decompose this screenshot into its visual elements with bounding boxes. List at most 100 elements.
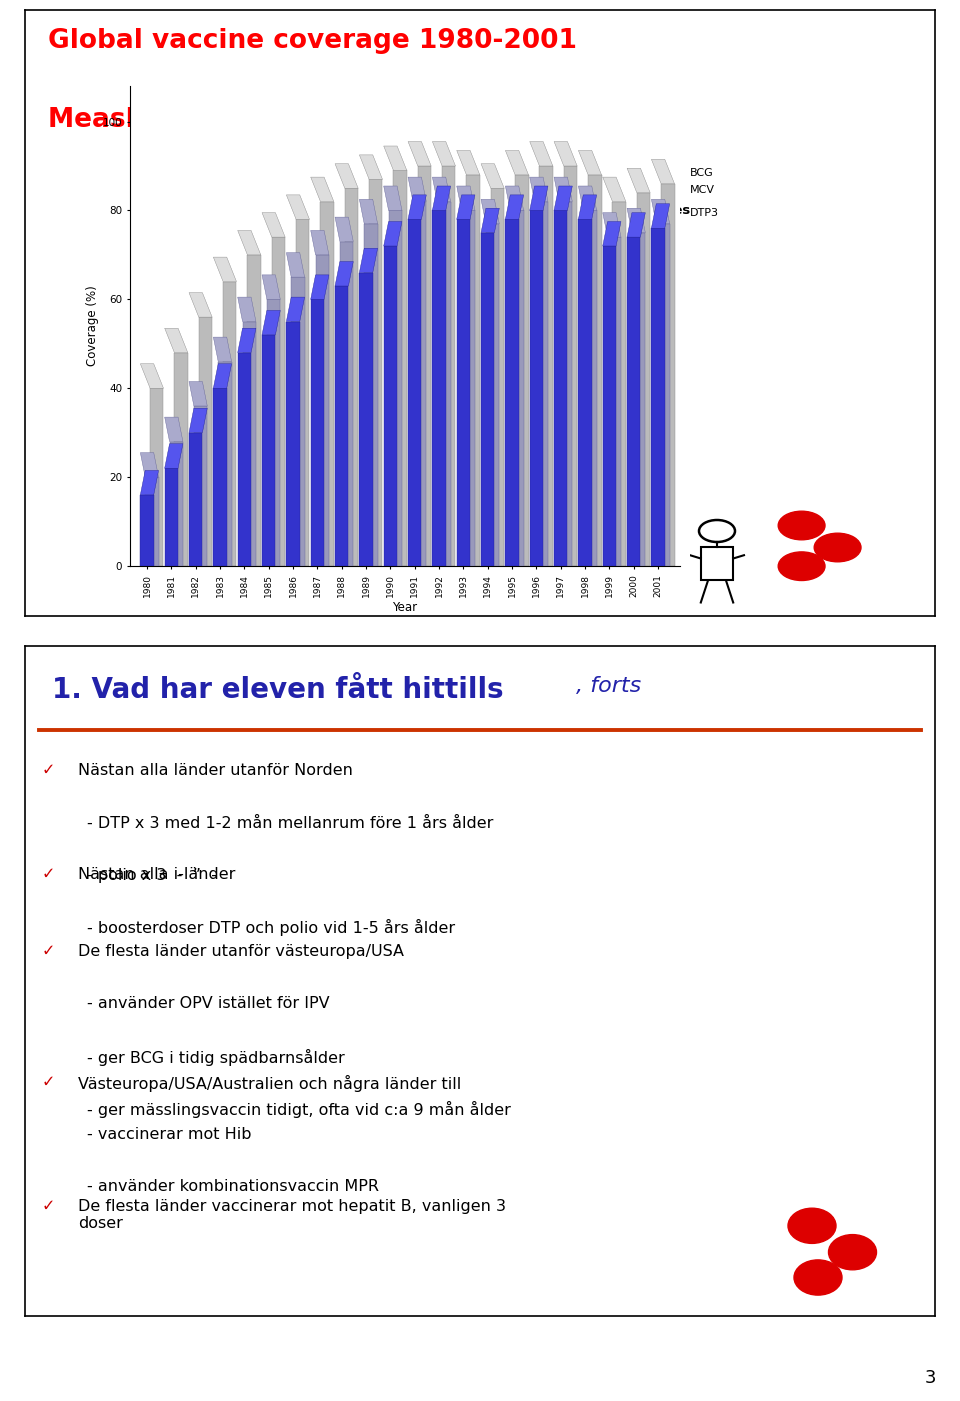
Polygon shape (359, 248, 377, 273)
Bar (291, 277, 304, 566)
Bar (286, 322, 300, 566)
Text: 1. Vad har eleven fått hittills: 1. Vad har eleven fått hittills (52, 677, 504, 705)
Bar (608, 237, 621, 566)
Bar (262, 335, 276, 566)
Bar (359, 273, 372, 566)
Bar (418, 165, 431, 566)
Polygon shape (140, 471, 158, 495)
Polygon shape (505, 150, 529, 175)
Text: - boosterdoser DTP och polio vid 1-5 års ålder: - boosterdoser DTP och polio vid 1-5 års… (86, 919, 455, 936)
Bar (321, 202, 334, 566)
Polygon shape (140, 453, 158, 478)
Text: Measles, DTP and BCG: Measles, DTP and BCG (48, 106, 382, 133)
Polygon shape (238, 328, 256, 353)
Text: - använder kombinationsvaccin MPR: - använder kombinationsvaccin MPR (86, 1180, 379, 1194)
Polygon shape (432, 186, 450, 210)
Bar (701, 548, 733, 580)
Polygon shape (603, 177, 626, 202)
X-axis label: Year: Year (393, 601, 418, 614)
Bar (345, 188, 358, 566)
Bar (272, 237, 285, 566)
Text: Nästan alla länder utanför Norden: Nästan alla länder utanför Norden (78, 764, 352, 778)
Bar (194, 406, 207, 566)
Bar (238, 353, 252, 566)
Bar (632, 233, 645, 566)
Text: Global immunization coverage of selected vaccines: Global immunization coverage of selected… (306, 205, 690, 217)
Polygon shape (457, 186, 475, 210)
Polygon shape (384, 221, 402, 247)
Polygon shape (652, 203, 670, 228)
Polygon shape (213, 364, 231, 388)
Bar (505, 220, 518, 566)
Bar (175, 353, 188, 566)
Bar (564, 165, 577, 566)
Polygon shape (627, 209, 645, 233)
Text: - vaccinerar mot Hib: - vaccinerar mot Hib (86, 1126, 252, 1142)
Text: ✓: ✓ (41, 867, 55, 883)
Polygon shape (652, 160, 675, 184)
Text: MCV: MCV (689, 185, 715, 196)
Text: - ger BCG i tidig spädbarnsålder: - ger BCG i tidig spädbarnsålder (86, 1049, 345, 1066)
Text: - använder OPV istället för IPV: - använder OPV istället för IPV (86, 996, 329, 1012)
Bar (481, 233, 494, 566)
Text: BCG: BCG (689, 168, 713, 178)
Circle shape (794, 1259, 842, 1295)
Polygon shape (432, 177, 450, 202)
Text: Global vaccine coverage 1980-2001: Global vaccine coverage 1980-2001 (48, 28, 577, 55)
Circle shape (814, 534, 861, 562)
Polygon shape (652, 199, 670, 224)
Polygon shape (311, 275, 329, 300)
Text: ✓: ✓ (41, 1075, 55, 1090)
Polygon shape (238, 297, 256, 322)
Polygon shape (457, 150, 480, 175)
Text: ✓: ✓ (41, 1199, 55, 1213)
Bar (369, 179, 382, 566)
Bar (394, 171, 407, 566)
Polygon shape (627, 168, 650, 193)
Text: - ger mässlingsvaccin tidigt, ofta vid c:a 9 mån ålder: - ger mässlingsvaccin tidigt, ofta vid c… (86, 1101, 511, 1118)
Polygon shape (408, 177, 426, 202)
Polygon shape (603, 213, 621, 237)
Polygon shape (311, 230, 329, 255)
Bar (335, 286, 348, 566)
Polygon shape (505, 186, 523, 210)
Bar (588, 175, 602, 566)
Text: - DTP x 3 med 1-2 mån mellanrum före 1 års ålder: - DTP x 3 med 1-2 mån mellanrum före 1 å… (86, 815, 493, 831)
Polygon shape (189, 381, 207, 406)
Polygon shape (165, 328, 188, 353)
Bar (603, 247, 616, 566)
Polygon shape (530, 142, 553, 165)
Polygon shape (554, 177, 572, 202)
Bar (530, 210, 543, 566)
Bar (636, 193, 650, 566)
Polygon shape (262, 311, 280, 335)
Polygon shape (408, 195, 426, 220)
Bar (364, 224, 377, 566)
Bar (311, 300, 324, 566)
Polygon shape (578, 186, 597, 210)
Bar (384, 247, 397, 566)
Polygon shape (432, 142, 455, 165)
Bar (316, 255, 329, 566)
Bar (578, 220, 591, 566)
Polygon shape (165, 444, 183, 468)
Polygon shape (238, 230, 261, 255)
Bar (612, 202, 626, 566)
Bar (535, 202, 548, 566)
Bar (559, 202, 572, 566)
Polygon shape (335, 164, 358, 188)
Bar (657, 224, 670, 566)
Polygon shape (311, 177, 334, 202)
Bar (627, 237, 640, 566)
Bar (437, 202, 450, 566)
Bar (413, 202, 426, 566)
Circle shape (828, 1234, 876, 1269)
Text: De flesta länder utanför västeuropa/USA: De flesta länder utanför västeuropa/USA (78, 944, 404, 960)
Polygon shape (262, 213, 285, 237)
Text: ✓: ✓ (41, 944, 55, 960)
Bar (170, 441, 183, 566)
Bar (652, 228, 664, 566)
Bar (248, 255, 261, 566)
Bar (432, 210, 445, 566)
Polygon shape (578, 195, 597, 220)
